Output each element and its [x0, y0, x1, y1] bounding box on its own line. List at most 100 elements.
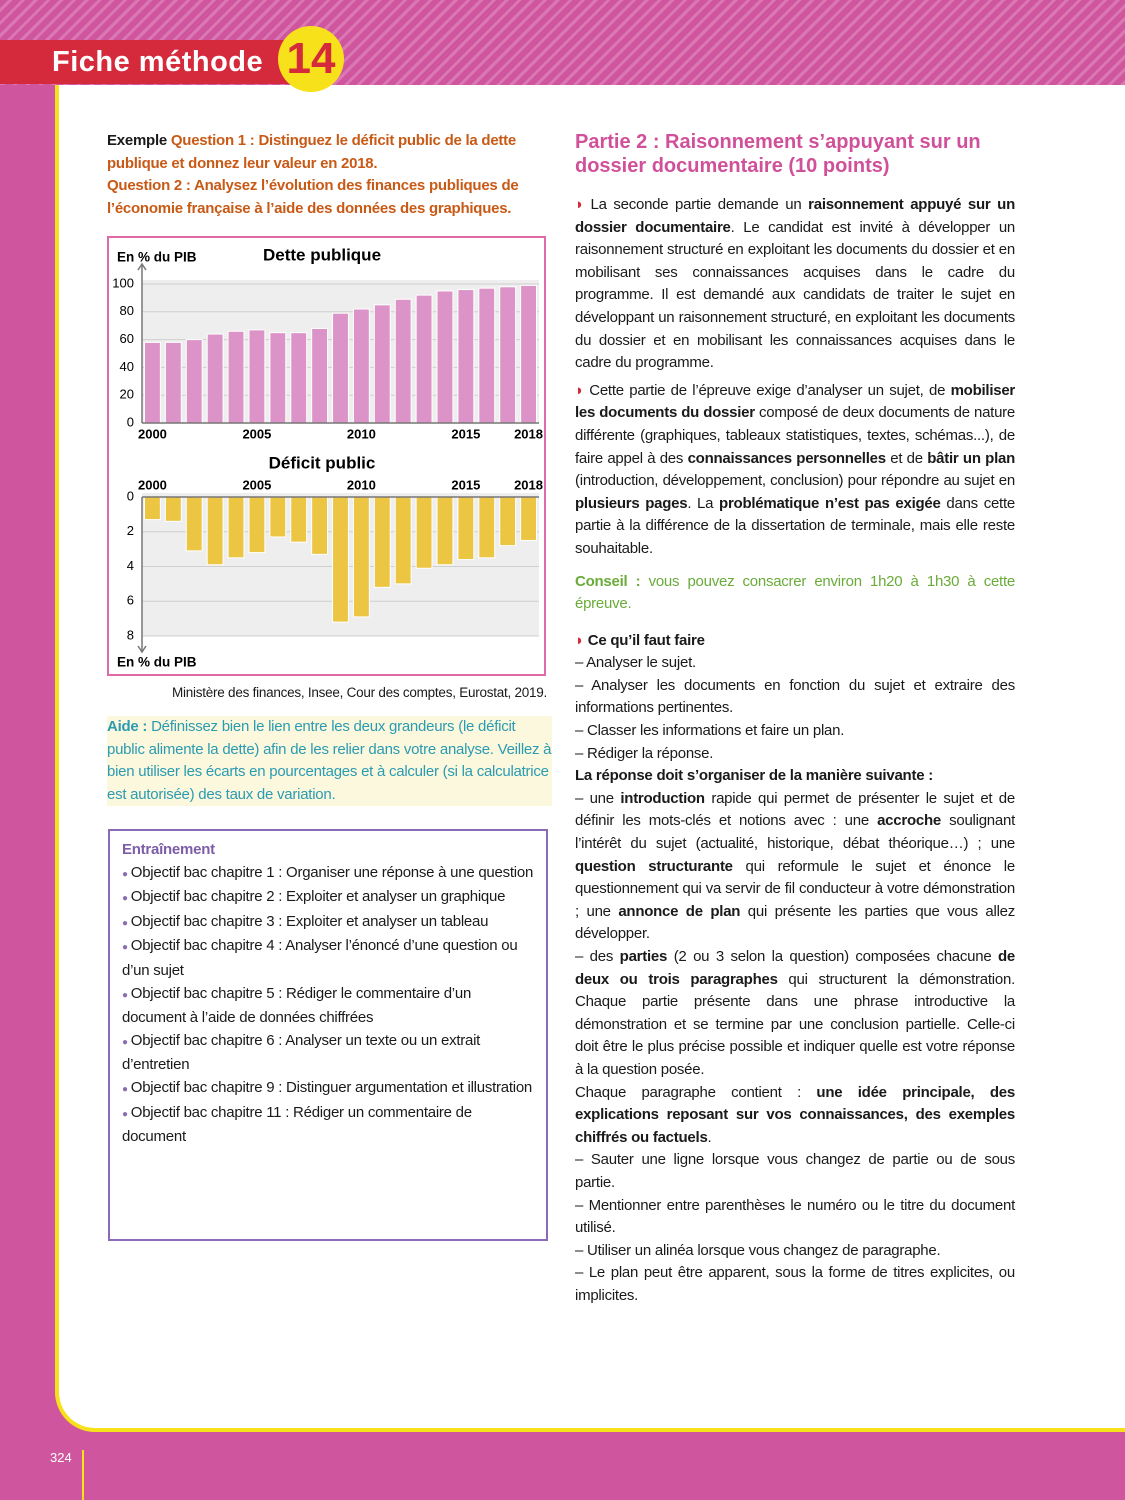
source: Ministère des finances, Insee, Cour des … — [172, 685, 547, 700]
aide: Aide : Définissez bien le lien entre les… — [107, 716, 552, 807]
bar — [373, 304, 391, 424]
right-column: La seconde partie demande un raisonnemen… — [575, 194, 1015, 1308]
y-tick-label: 6 — [127, 593, 134, 608]
x-tick-label: 2005 — [242, 477, 271, 492]
paragraph: – des parties (2 ou 3 selon la question)… — [575, 946, 1015, 1082]
bar — [394, 298, 412, 424]
bar — [227, 330, 245, 424]
y-axis-label: En % du PIB — [117, 655, 197, 670]
text-run: et de — [885, 449, 928, 467]
bar — [248, 329, 266, 424]
todo-item: – Classer les informations et faire un p… — [575, 722, 845, 740]
bar — [499, 496, 517, 547]
paragraph: La seconde partie demande un raisonnemen… — [575, 194, 1015, 375]
header-title: Fiche méthode — [0, 40, 290, 84]
question: Question 1 : Distinguez le déficit publi… — [107, 132, 517, 172]
text-run: qui reformule le sujet et énonce le ques… — [575, 857, 1015, 920]
y-tick-label: 20 — [120, 387, 134, 402]
text-run: . La — [687, 494, 720, 512]
training-item: Objectif bac chapitre 9 : Distinguer arg… — [122, 1077, 534, 1102]
bar — [352, 496, 370, 618]
bold-run: raisonnement appuyé sur un dossier docum… — [575, 196, 1016, 236]
bold-run: plusieurs pages — [575, 494, 688, 512]
todo-title-text: Ce qu’il faut faire — [587, 631, 705, 649]
bar — [499, 286, 517, 424]
todo-list: – Analyser le sujet. – Analyser les docum… — [575, 652, 1015, 765]
chart-frame: 0 20 40 60 80 100 2000 2005 2010 2015 2018 Dette pu… — [107, 236, 546, 676]
conseil: Conseil : vous pouvez consacrer environ … — [575, 571, 1015, 616]
text-run: . — [707, 1128, 712, 1146]
bar — [478, 287, 496, 424]
x-tick-label: 2000 — [138, 477, 167, 492]
text-run: – des — [575, 948, 620, 965]
tips-list: – Sauter une ligne lorsque vous changez … — [575, 1149, 1015, 1307]
axis-arrow — [137, 262, 147, 271]
bold-run: accroche — [877, 812, 941, 830]
bar — [290, 496, 308, 543]
bar — [206, 333, 224, 424]
x-tick-label: 2018 — [514, 477, 543, 492]
x-tick-label: 2000 — [138, 426, 167, 441]
y-tick-label: 0 — [127, 414, 134, 429]
bold-run: annonce de plan — [618, 902, 741, 920]
aide-text: Définissez bien le lien entre les deux g… — [107, 718, 552, 803]
page-number: 324 — [50, 1450, 72, 1465]
bold-run: question structurante — [575, 857, 733, 875]
x-tick-label: 2010 — [347, 477, 376, 492]
tip-item: – Utiliser un alinéa lorsque vous change… — [575, 1241, 941, 1259]
text-run: composé de deux documents de nature diff… — [575, 404, 1016, 467]
x-tick-label: 2005 — [242, 426, 271, 441]
text-run: Cette partie de l’épreuve exige d’analys… — [589, 381, 951, 399]
bold-run: bâtir un plan — [927, 449, 1016, 467]
text-run: qui structurent la démonstration. Chaque… — [575, 970, 1015, 1078]
bar — [457, 289, 475, 424]
bar — [311, 496, 329, 555]
training-list: Objectif bac chapitre 1 : Organiser une … — [122, 862, 534, 1149]
bar — [373, 496, 391, 588]
bold-run: parties — [619, 948, 668, 965]
todo-title: Ce qu’il faut faire — [575, 630, 1015, 653]
organize-title-text: La réponse doit s’organiser de la manièr… — [575, 767, 933, 785]
text-run: – une — [575, 789, 621, 807]
text-run: (2 ou 3 selon la question) composées cha… — [667, 948, 998, 965]
y-tick-label: 100 — [112, 275, 134, 290]
bold-run: connaissances personnelles — [687, 449, 887, 467]
chart-title: Déficit public — [269, 453, 376, 472]
aide-label: Aide : — [107, 718, 148, 735]
bar — [290, 332, 308, 424]
bar — [144, 341, 161, 424]
conseil-label: Conseil : — [575, 572, 641, 590]
bar — [478, 496, 496, 559]
bar — [415, 294, 433, 424]
x-tick-label: 2015 — [451, 426, 480, 441]
paragraph: – une introduction rapide qui permet de … — [575, 788, 1015, 946]
axis-arrow — [137, 645, 147, 654]
bar — [415, 496, 433, 569]
bar — [164, 341, 182, 424]
y-tick-label: 8 — [127, 627, 134, 642]
text-run: soulignant l’intérêt du sujet (actualité… — [575, 812, 1015, 853]
bar — [520, 284, 537, 424]
text-run: . Le candidat est invité à développer un… — [575, 218, 1016, 372]
x-tick-label: 2015 — [451, 477, 480, 492]
training-item: Objectif bac chapitre 2 : Exploiter et a… — [122, 886, 534, 911]
bar — [269, 332, 287, 424]
tip-item: – Mentionner entre parenthèses le numéro… — [575, 1196, 1015, 1237]
training-item: Objectif bac chapitre 4 : Analyser l’éno… — [122, 935, 534, 982]
organize-title: La réponse doit s’organiser de la manièr… — [575, 765, 1015, 788]
header-number: 14 — [278, 26, 344, 92]
bar — [185, 496, 203, 552]
todo-item: – Analyser les documents en fonction du … — [575, 676, 1015, 717]
bar — [457, 496, 475, 561]
paragraph: Cette partie de l’épreuve exige d’analys… — [575, 380, 1015, 561]
y-axis-label: En % du PIB — [117, 250, 197, 265]
training-item: Objectif bac chapitre 11 : Rédiger un co… — [122, 1102, 534, 1149]
x-tick-label: 2010 — [347, 426, 376, 441]
tip-item: – Sauter une ligne lorsque vous changez … — [575, 1151, 1015, 1191]
bar — [144, 496, 161, 521]
x-tick-label: 2018 — [514, 426, 543, 441]
y-tick-label: 80 — [120, 303, 134, 318]
todo-item: – Analyser le sujet. — [575, 654, 696, 672]
y-tick-label: 0 — [127, 488, 134, 503]
